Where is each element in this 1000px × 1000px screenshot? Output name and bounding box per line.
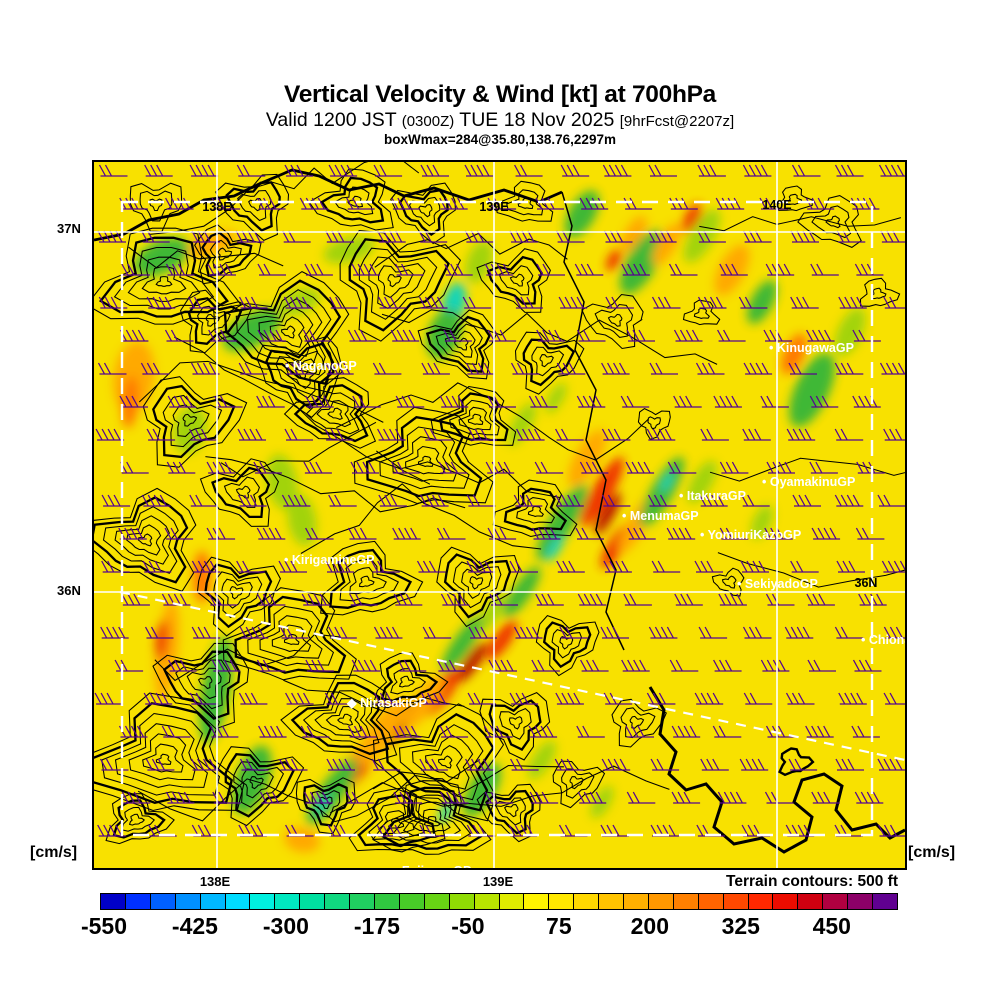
colorbar-cell xyxy=(647,893,674,910)
colorbar-cell xyxy=(847,893,874,910)
colorbar-cell xyxy=(697,893,724,910)
chart-header: Vertical Velocity & Wind [kt] at 700hPa … xyxy=(0,81,1000,147)
colorbar-cell xyxy=(398,893,425,910)
wmax-line: boxWmax=284@35.80,138.76,2297m xyxy=(384,131,616,147)
colorbar-tick: -50 xyxy=(451,913,485,939)
colorbar-cell xyxy=(822,893,849,910)
colorbar-cell xyxy=(523,893,550,910)
station-label-itakuragp: • ItakuraGP xyxy=(679,489,746,503)
valid-date: TUE 18 Nov 2025 xyxy=(454,109,620,132)
colorbar-cell xyxy=(149,893,176,910)
colorbar-cell xyxy=(124,893,151,910)
station-label-kinugawagp: • KinugawaGP xyxy=(769,341,854,355)
station-label-fujiganegp: • FujiganeGP xyxy=(394,864,471,868)
colorbar-cell xyxy=(747,893,774,910)
chart-title: Vertical Velocity & Wind [kt] at 700hPa xyxy=(284,81,716,108)
colorbar-cell xyxy=(174,893,201,910)
colorbar-cell xyxy=(498,893,525,910)
colorbar-cell xyxy=(623,893,649,910)
colorbar-cell xyxy=(772,893,799,910)
colorbar-cell xyxy=(224,893,251,910)
lat-label-37n: 37N xyxy=(57,221,81,236)
colorbar-cell xyxy=(573,893,600,910)
units-right: [cm/s] xyxy=(908,844,956,861)
colorbar-cell xyxy=(722,893,749,910)
station-label-chiona: • Chiona xyxy=(861,633,907,647)
colorbar-cell xyxy=(299,893,326,910)
colorbar xyxy=(100,893,898,910)
grid-label-138e: 138E xyxy=(202,200,232,214)
colorbar-cell xyxy=(598,893,625,910)
station-label-oyamakinugp: • OyamakinuGP xyxy=(762,475,856,489)
colorbar-tick: 325 xyxy=(721,913,760,939)
station-label-sekiyadogp: • SekiyadoGP xyxy=(737,577,818,591)
colorbar-cell xyxy=(274,893,301,910)
grid-label-36n: 36N xyxy=(854,576,878,590)
station-label-kirigaminegp: • KirigamineGP xyxy=(284,553,375,567)
colorbar-tick-labels: -550 -425 -300 -175 -50 75 200 325 450 xyxy=(81,913,898,941)
colorbar-cell xyxy=(672,893,699,910)
colorbar-tick: 75 xyxy=(546,913,572,939)
valid-prefix: Valid 1200 JST xyxy=(265,109,402,132)
colorbar-cell xyxy=(473,893,500,910)
units-left: [cm/s] xyxy=(30,844,78,861)
colorbar-tick: -175 xyxy=(353,913,400,939)
colorbar-cell xyxy=(100,893,126,910)
colorbar-cell xyxy=(373,893,400,910)
station-label-nirasakigp: ◆ NirasakiGP xyxy=(347,696,427,710)
colorbar-tick: 450 xyxy=(812,913,851,939)
colorbar-cell xyxy=(423,893,450,910)
colorbar-cell xyxy=(797,893,824,910)
grid-label-140e: 140E xyxy=(762,198,792,212)
station-label-yomiurikazogp: • YomiuriKazoGP xyxy=(700,528,802,542)
lon-label-bottom-138e: 138E xyxy=(199,874,231,889)
valid-utc: (0300Z) xyxy=(401,113,455,131)
colorbar-cell xyxy=(548,893,575,910)
colorbar-tick: -425 xyxy=(171,913,218,939)
station-label-naganogp: • NaganoGP xyxy=(285,359,357,373)
map-graphics xyxy=(94,162,905,868)
colorbar-tick: 200 xyxy=(630,913,669,939)
colorbar-tick: -550 xyxy=(80,913,128,939)
forecast-tag: [9hrFcst@2207z] xyxy=(619,113,735,131)
colorbar-cell xyxy=(199,893,226,910)
colorbar-cell xyxy=(448,893,475,910)
grid-label-139e: 139E xyxy=(479,200,509,214)
map-canvas: • NaganoGP • KirigamineGP ◆ NirasakiGP • Fu… xyxy=(92,160,907,870)
colorbar-cell xyxy=(249,893,276,910)
lon-label-bottom-139e: 139E xyxy=(482,874,514,889)
colorbar-cell xyxy=(324,893,351,910)
colorbar-cell xyxy=(872,893,898,910)
valid-time-line: Valid 1200 JST (0300Z) TUE 18 Nov 2025 [… xyxy=(0,110,1000,131)
station-label-menumagp: • MenumaGP xyxy=(622,509,699,523)
lat-label-36n: 36N xyxy=(57,583,81,598)
colorbar-cell xyxy=(349,893,375,910)
colorbar-tick: -300 xyxy=(262,913,309,939)
terrain-contour-note: Terrain contours: 500 ft xyxy=(726,873,898,890)
